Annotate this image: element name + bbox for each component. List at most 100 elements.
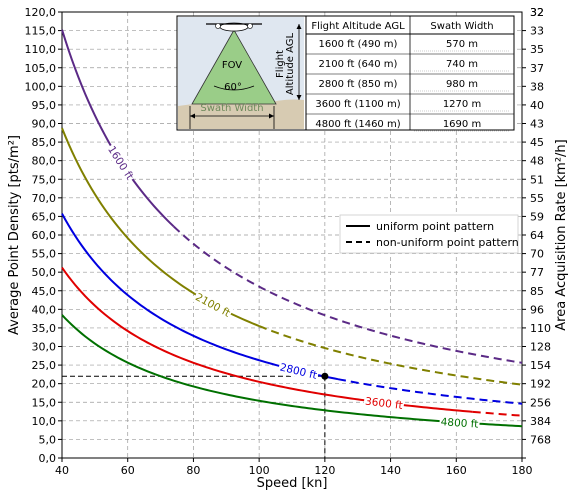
y-tick-label: 5,0 [39, 433, 57, 446]
swath-width-label: Swath Width [200, 103, 263, 114]
airplane-icon [206, 22, 262, 32]
y2-tick-label: 192 [530, 378, 551, 391]
series-label-bg [363, 393, 405, 413]
y-tick-label: 0,0 [39, 452, 57, 465]
y-tick-label: 45,0 [32, 285, 57, 298]
altitude-arrow-top [296, 24, 302, 29]
x-tick-label: 60 [121, 464, 135, 477]
table-cell: 4800 ft (1460 m) [315, 119, 400, 130]
y2-tick-label: 43 [530, 118, 544, 131]
y2-tick-label: 35 [530, 43, 544, 56]
y-tick-label: 75,0 [32, 173, 57, 186]
series-line-dashed [258, 325, 523, 386]
x-tick-label: 180 [512, 464, 533, 477]
swath-arrow-left [190, 113, 195, 119]
fov-label: FOV [222, 60, 242, 71]
legend-label-uniform: uniform point pattern [376, 220, 494, 233]
y2-tick-label: 85 [530, 285, 544, 298]
legend: uniform point pattern non-uniform point … [339, 214, 519, 254]
x-tick-label: 100 [249, 464, 270, 477]
y-tick-label: 55,0 [32, 248, 57, 261]
x-tick-label: 160 [446, 464, 467, 477]
ground-terrain [178, 99, 304, 129]
legend-box [339, 214, 519, 254]
altitude-label-line2: Altitude AGL [285, 32, 296, 95]
highlight-point [321, 372, 329, 380]
y2-tick-label: 45 [530, 136, 544, 149]
y-tick-label: 65,0 [32, 210, 57, 223]
series-label-bg [192, 288, 235, 321]
y-axis-ticks: 0,0 5,0 10,0 15,0 20,0 25,0 30,0 35,0 40,0 45,0 50… [25, 6, 62, 465]
y-tick-label: 120,0 [25, 6, 57, 19]
series-label-bg [277, 359, 320, 383]
y2-tick-label: 96 [530, 303, 544, 316]
y2-tick-label: 70 [530, 248, 544, 261]
y2-axis-label: Area Acquisition Rate [km²/h] [554, 139, 569, 331]
y-tick-label: 115,0 [25, 25, 57, 38]
y-tick-label: 90,0 [32, 118, 57, 131]
table-header-cell: Flight Altitude AGL [311, 21, 405, 32]
y2-tick-label: 77 [530, 266, 544, 279]
x-tick-label: 140 [380, 464, 401, 477]
y-tick-label: 100,0 [25, 80, 57, 93]
y-tick-label: 15,0 [32, 396, 57, 409]
table-cell: 2800 ft (850 m) [319, 79, 398, 90]
fov-angle-arc [213, 85, 255, 91]
series-line-dashed [472, 410, 523, 417]
inset: FOV 60° Swath Width Flight Altitude AGL … [176, 15, 515, 132]
series-line-dashed [173, 225, 523, 364]
y-tick-label: 60,0 [32, 229, 57, 242]
swath-arrow-right [269, 113, 274, 119]
y2-tick-label: 37 [530, 62, 544, 75]
data-markers [321, 372, 329, 380]
y2-tick-label: 59 [530, 210, 544, 223]
table-cell: 980 m [446, 79, 478, 90]
x-axis-ticks: 40 60 80 100 120 140 160 180 [55, 458, 533, 477]
series-label-bg [104, 141, 138, 184]
inset-table: Flight Altitude AGL Swath Width 1600 ft (4… [305, 16, 514, 132]
table-cell: 3600 ft (1100 m) [315, 99, 400, 110]
series-label: 4800 ft [440, 416, 478, 430]
y-tick-label: 35,0 [32, 322, 57, 335]
table-cell: 1600 ft (490 m) [319, 39, 398, 50]
series-label-bg [439, 414, 480, 431]
table-cell: 1270 m [443, 99, 481, 110]
altitude-label-line1: Flight [275, 50, 286, 78]
reference-lines [62, 375, 326, 458]
altitude-arrow-bottom [296, 95, 302, 100]
y-tick-label: 25,0 [32, 359, 57, 372]
y2-tick-label: 55 [530, 192, 544, 205]
y2-axis-ticks: 32 33 35 37 38 40 43 45 48 51 55 59 64 70 77 85 96 110 128… [522, 6, 551, 459]
inset-diagram: FOV 60° Swath Width Flight Altitude AGL [178, 17, 304, 129]
y-tick-label: 80,0 [32, 155, 57, 168]
y-tick-label: 85,0 [32, 136, 57, 149]
series-label: 3600 ft [364, 396, 403, 412]
y-tick-label: 20,0 [32, 378, 57, 391]
y2-tick-label: 64 [530, 229, 544, 242]
table-cell: 1690 m [443, 119, 481, 130]
y-tick-label: 10,0 [32, 415, 57, 428]
x-tick-label: 40 [55, 464, 69, 477]
y2-tick-label: 110 [530, 322, 551, 335]
y2-tick-label: 51 [530, 173, 544, 186]
table-cell: 570 m [446, 39, 478, 50]
y-tick-label: 70,0 [32, 192, 57, 205]
y2-tick-label: 48 [530, 155, 544, 168]
x-axis-label: Speed [kn] [257, 476, 328, 491]
y-tick-label: 40,0 [32, 303, 57, 316]
fov-angle-label: 60° [224, 82, 242, 93]
y-axis-label: Average Point Density [pts/m²] [7, 135, 22, 335]
series-line-dashed [337, 378, 523, 405]
y2-tick-label: 32 [530, 6, 544, 19]
table-header-cell: Swath Width [430, 21, 493, 32]
y2-tick-label: 128 [530, 341, 551, 354]
y-tick-label: 110,0 [25, 43, 57, 56]
table-cell: 740 m [446, 59, 478, 70]
fov-cone [191, 29, 277, 105]
y2-tick-label: 40 [530, 99, 544, 112]
y2-tick-label: 256 [530, 396, 551, 409]
x-tick-label: 120 [314, 464, 335, 477]
y2-tick-label: 384 [530, 415, 551, 428]
y2-tick-label: 32 [530, 6, 544, 19]
